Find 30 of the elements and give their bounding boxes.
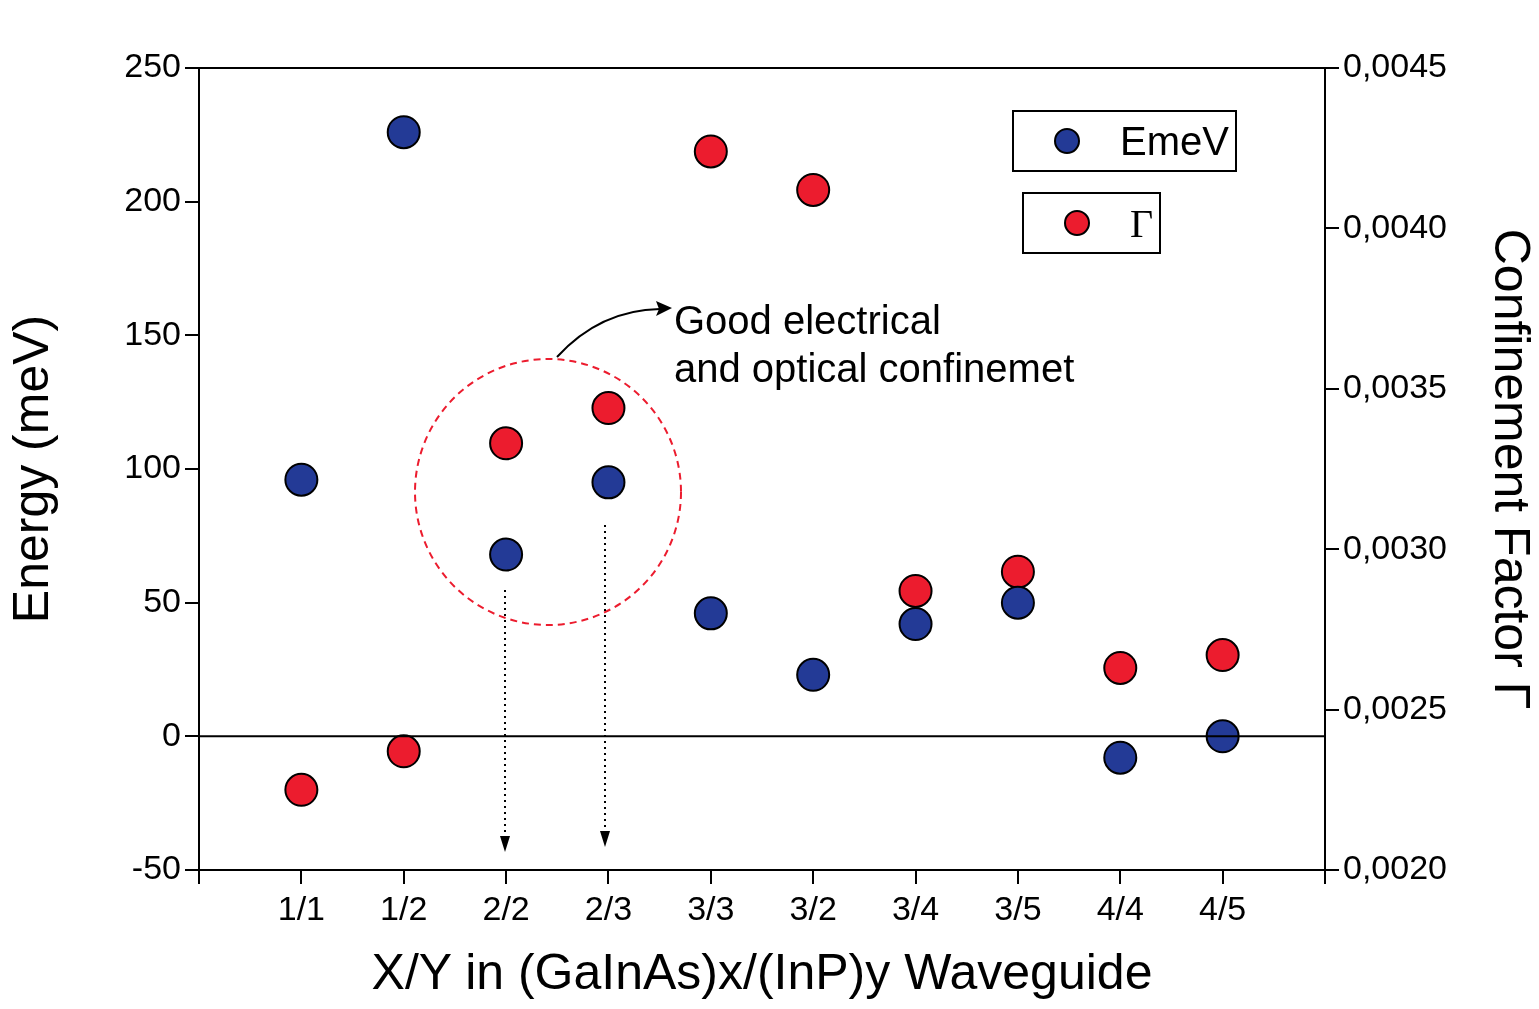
y-tick-label: 250 — [124, 46, 181, 85]
y2-tick-label: 0,0040 — [1343, 206, 1447, 245]
y-tick-label: 50 — [143, 581, 181, 620]
x-tick-label: 2/3 — [584, 888, 633, 927]
y2-tick-label: 0,0045 — [1343, 46, 1447, 85]
y-axis-title: Energy (meV) — [2, 314, 59, 624]
legend-label: EmeV — [1120, 118, 1229, 164]
y-tick-label: 150 — [124, 313, 181, 352]
annotation: and optical confinemet — [674, 345, 1075, 392]
x-tick-label: 1/1 — [277, 888, 325, 927]
y2-tick-label: 0,0035 — [1343, 367, 1447, 406]
y2-axis-title: Confinement Factor Γ — [1484, 228, 1539, 710]
x-tick-label: 2/2 — [482, 888, 530, 927]
x-tick-label: 4/5 — [1199, 888, 1247, 927]
y2-tick-label: 0,0025 — [1343, 687, 1447, 726]
x-tick-label: 3/3 — [687, 888, 735, 927]
x-tick-label: 4/4 — [1096, 888, 1144, 927]
y-tick-label: 0 — [162, 714, 181, 753]
x-tick-label: 3/4 — [891, 888, 940, 927]
x-tick-label: 1/2 — [380, 888, 428, 927]
x-tick-label: 3/5 — [994, 888, 1042, 927]
x-axis-title: X/Y in (GaInAs)x/(InP)y Waveguide — [371, 943, 1153, 1000]
y-tick-label: -50 — [131, 848, 181, 887]
y2-tick-label: 0,0030 — [1343, 527, 1447, 566]
x-tick-label: 3/2 — [789, 888, 837, 927]
legend-label: Γ — [1129, 199, 1153, 247]
annotation: Good electrical — [674, 297, 941, 344]
y2-tick-label: 0,0020 — [1343, 848, 1447, 887]
y-tick-label: 100 — [124, 447, 181, 486]
y-tick-label: 200 — [124, 180, 181, 219]
